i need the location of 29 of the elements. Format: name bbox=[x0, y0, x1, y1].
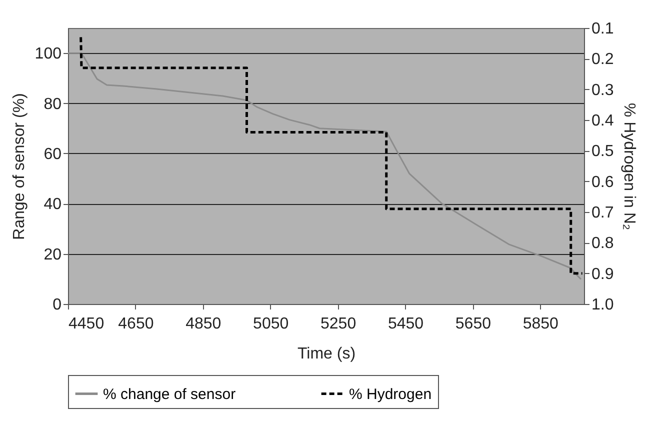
x-tick-label: 4850 bbox=[186, 316, 222, 332]
y-tick-label: 100 bbox=[34, 46, 62, 63]
y-tick-label: 40 bbox=[44, 196, 62, 214]
x-tick-label: 5450 bbox=[388, 316, 424, 332]
x-tick-label: 5250 bbox=[320, 316, 356, 332]
x-tick-label: 5850 bbox=[522, 316, 559, 332]
x-tick-label: 4450 bbox=[68, 316, 104, 332]
y2-tick-label: 0.7 bbox=[592, 204, 614, 222]
y2-tick-label: 0.2 bbox=[592, 51, 614, 68]
y-tick-label: 80 bbox=[44, 96, 62, 113]
y2-tick-label: 0.1 bbox=[592, 20, 614, 38]
y2-tick-label: 1.0 bbox=[592, 296, 614, 314]
x-tick-label: 5050 bbox=[253, 316, 289, 332]
y2-tick-label: 0.6 bbox=[592, 174, 614, 191]
x-tick-label: 5650 bbox=[455, 316, 492, 332]
legend-label: % Hydrogen bbox=[349, 386, 432, 403]
y2-axis-title: % Hydrogen in N₂ bbox=[620, 102, 638, 230]
y-tick-label: 0 bbox=[52, 296, 62, 314]
y2-tick-label: 0.9 bbox=[592, 266, 614, 283]
y2-tick-label: 0.3 bbox=[592, 82, 614, 99]
y2-tick-label: 0.5 bbox=[592, 143, 614, 160]
y-tick-label: 60 bbox=[44, 146, 62, 163]
y-tick-label: 20 bbox=[44, 246, 62, 264]
y-axis-title: Range of sensor (%) bbox=[10, 93, 28, 240]
legend-label: % change of sensor bbox=[103, 386, 236, 403]
x-axis-title: Time (s) bbox=[297, 346, 356, 362]
y2-tick-label: 0.4 bbox=[592, 112, 614, 130]
y2-tick-label: 0.8 bbox=[592, 235, 614, 252]
x-tick-label: 4650 bbox=[118, 316, 154, 332]
